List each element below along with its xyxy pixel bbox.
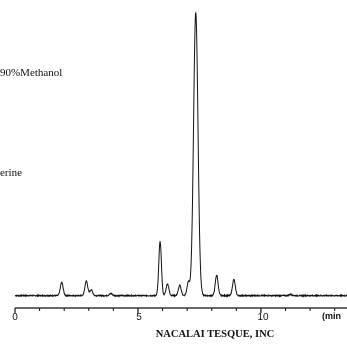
tick-label-5: 5 [136, 312, 142, 323]
annotation-erine: erine [0, 167, 22, 179]
tick-label-10: 10 [257, 312, 269, 323]
trace-layer [14, 12, 347, 298]
x-axis-label: (min [322, 311, 341, 321]
tick-label-0: 0 [12, 312, 18, 323]
annotation-methanol: 90%Methanol [0, 67, 62, 79]
chromatogram-trace [14, 12, 347, 298]
tick-layer [14, 308, 336, 313]
manufacturer-credit: NACALAI TESQUE, INC [156, 329, 275, 340]
